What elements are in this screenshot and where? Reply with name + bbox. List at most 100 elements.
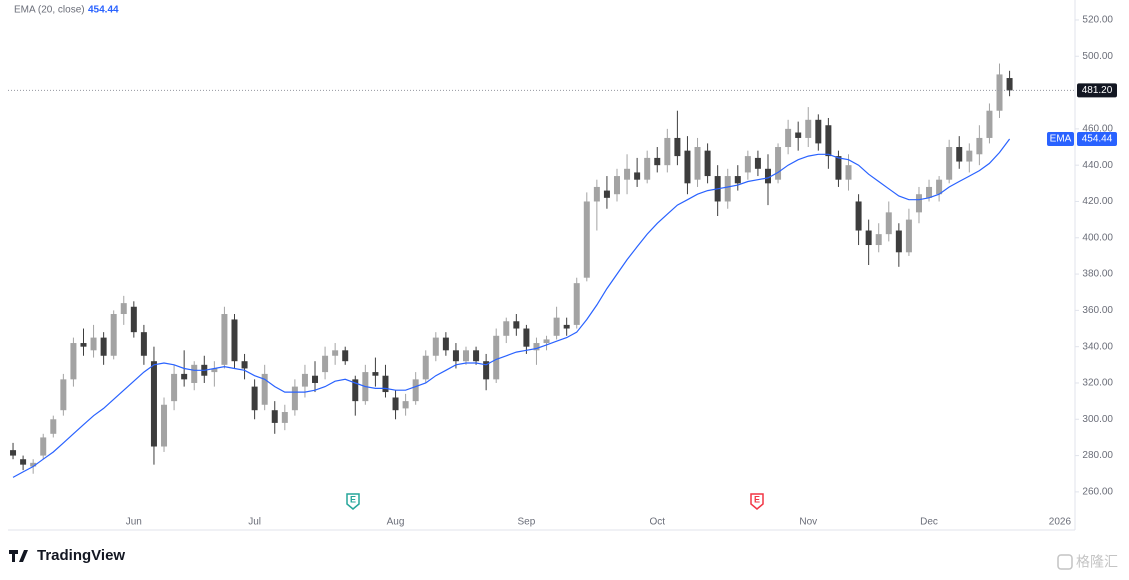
candle-body [322, 355, 329, 373]
candle-body [875, 234, 882, 246]
candle-body [775, 147, 782, 180]
y-tick-label: 300.00 [1082, 414, 1113, 425]
x-tick-label: Nov [799, 517, 817, 528]
candle-body [754, 157, 761, 169]
y-tick-label: 260.00 [1082, 487, 1113, 498]
candle-body [966, 150, 973, 162]
candle-body [734, 176, 741, 184]
candle-body [463, 350, 470, 362]
candle-body [634, 172, 641, 180]
candle-body [573, 283, 580, 325]
candle-body [835, 156, 842, 180]
candle-body [40, 437, 47, 456]
candle-body [80, 343, 87, 347]
candle-body [372, 372, 379, 376]
candle-body [956, 147, 963, 162]
indicator-name: EMA (20, close) [14, 5, 85, 16]
candle-body [60, 379, 67, 411]
candle-body [442, 337, 449, 351]
candle-body [90, 337, 97, 351]
watermark-text: 格隆汇 [1076, 554, 1118, 570]
candle-body [312, 375, 319, 383]
candle-body [493, 335, 500, 380]
candle-body [352, 379, 359, 402]
candle-body [865, 230, 872, 246]
candle-body [473, 350, 480, 362]
earnings-marker: E [750, 493, 764, 510]
candle-body [523, 328, 530, 347]
candle-body [654, 157, 661, 166]
earnings-marker: E [346, 493, 360, 510]
candle-body [20, 459, 27, 465]
candle-body [392, 397, 399, 411]
candle-body [915, 194, 922, 213]
y-tick-label: 460.00 [1082, 124, 1113, 135]
brand-name: TradingView [37, 547, 125, 564]
earnings-label: E [754, 494, 760, 504]
earnings-label: E [350, 494, 356, 504]
candle-body [553, 317, 560, 336]
y-tick-label: 280.00 [1082, 450, 1113, 461]
candle-body [70, 343, 77, 380]
candle-body [815, 119, 822, 144]
y-tick-label: 360.00 [1082, 305, 1113, 316]
candle-body [130, 306, 137, 333]
candle-body [885, 212, 892, 235]
candle-body [261, 373, 268, 405]
candle-body [10, 450, 17, 456]
candle-body [764, 168, 771, 184]
candle-body [211, 368, 218, 373]
candle-body [976, 137, 983, 155]
last-price-tag [1077, 83, 1117, 98]
candle-body [644, 157, 651, 180]
candle-body [281, 412, 288, 423]
candle-body [593, 186, 600, 202]
candle-body [583, 201, 590, 278]
candle-body [986, 110, 993, 138]
candle-body [150, 361, 157, 447]
x-tick-label: 2026 [1049, 517, 1072, 528]
candle-body [342, 350, 349, 362]
last-price-label: 481.20 [1082, 85, 1113, 96]
y-tick-label: 500.00 [1082, 51, 1113, 62]
candle-body [332, 350, 339, 356]
ema-value-tag [1077, 131, 1117, 146]
ema-tag-name: EMA [1050, 134, 1072, 145]
candle-body [724, 176, 731, 202]
candle-body [543, 339, 550, 344]
candle-body [613, 176, 620, 195]
candle-body [563, 324, 570, 329]
candle-body [412, 379, 419, 402]
candle-body [483, 361, 490, 380]
y-tick-label: 440.00 [1082, 160, 1113, 171]
candle-body [704, 150, 711, 177]
indicator-value: 454.44 [88, 5, 119, 16]
candle-body [241, 361, 248, 369]
x-tick-label: Oct [649, 517, 665, 528]
candle-body [795, 132, 802, 138]
candle-body [855, 201, 862, 231]
candle-body [110, 314, 117, 356]
candle-body [271, 410, 278, 423]
candle-body [996, 74, 1003, 111]
y-tick-label: 400.00 [1082, 232, 1113, 243]
candle-body [624, 168, 631, 180]
candle-body [845, 165, 852, 180]
ema-tag-box [1047, 131, 1074, 146]
watermark: 格隆汇 [1057, 554, 1118, 570]
candle-body [895, 230, 902, 253]
candle-body [251, 386, 258, 411]
candle-body [171, 373, 178, 402]
x-tick-label: Sep [518, 517, 536, 528]
candle-body [926, 186, 933, 198]
candle-body [291, 386, 298, 411]
candle-body [603, 190, 610, 198]
y-tick-label: 520.00 [1082, 15, 1113, 26]
candle-body [140, 332, 147, 356]
candle-body [231, 319, 238, 362]
candle-body [825, 125, 832, 157]
candle-body [533, 343, 540, 351]
candle-body [674, 137, 681, 157]
